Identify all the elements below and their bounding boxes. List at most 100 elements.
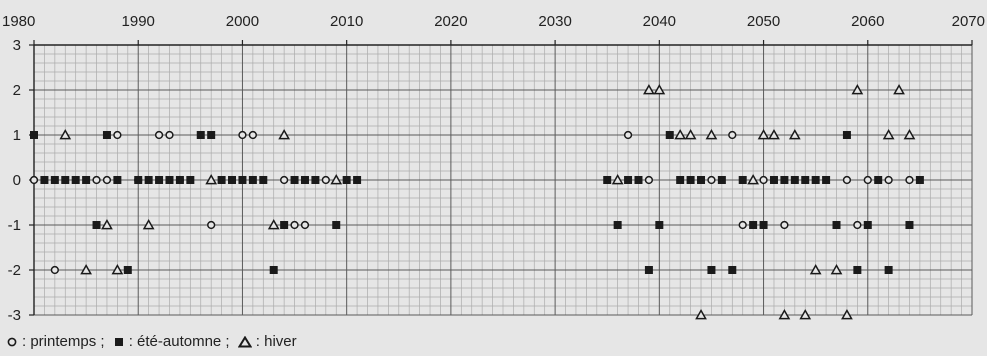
point-été-automne [769,176,778,184]
point-été-automne [144,176,153,184]
point-été-automne [300,176,309,184]
point-printemps [238,130,247,140]
point-été-automne [238,176,247,184]
point-hiver [705,128,718,140]
x-tick-labels: 1980 1990 2000 2010 2020 2030 2040 2050 2060 2070 [2,13,985,30]
point-été-automne [30,131,38,139]
point-printemps [905,175,914,185]
point-hiver [768,128,780,140]
point-été-automne [686,176,695,184]
point-été-automne [50,176,59,184]
x-tick-label: 2050 [747,13,780,30]
point-été-automne [728,266,737,274]
x-tick-label: 1990 [122,13,155,30]
point-été-automne [842,131,851,139]
point-été-automne [676,176,685,184]
point-été-automne [665,131,674,139]
point-printemps [728,130,737,140]
point-été-automne [905,221,914,229]
point-hiver [611,173,624,185]
x-tick-label: 2060 [851,13,884,30]
x-tick-label: 2040 [643,13,676,30]
circle-marker-icon [7,337,17,347]
grid [33,44,973,316]
point-hiver [80,263,92,275]
point-été-automne [790,176,799,184]
legend-item-ete-automne: : été-automne ; [109,333,234,350]
point-été-automne [311,176,320,184]
point-hiver [778,308,791,320]
point-été-automne [884,266,893,274]
point-printemps [321,175,330,185]
point-printemps [113,130,122,140]
legend-item-hiver: : hiver [234,333,297,350]
point-printemps [154,130,164,140]
data-points [29,83,924,320]
point-été-automne [113,176,122,184]
point-hiver [841,308,853,320]
point-printemps [29,175,39,185]
y-tick-label: 1 [13,127,21,144]
point-printemps [707,175,716,185]
point-été-automne [822,176,831,184]
point-printemps [644,175,654,185]
point-été-automne [269,266,278,274]
point-printemps [207,220,216,230]
point-été-automne [717,176,726,184]
point-été-automne [40,176,49,184]
x-tick-label: 2010 [330,13,363,30]
point-été-automne [102,131,111,139]
point-été-automne [123,266,132,274]
point-hiver [788,128,801,140]
point-hiver [330,173,343,185]
point-hiver [674,128,687,140]
x-tick-label: 2030 [538,13,571,30]
point-été-automne [863,221,872,229]
point-été-automne [624,176,633,184]
point-été-automne [92,221,101,229]
legend-label-hiver: : hiver [255,333,297,350]
point-été-automne [196,131,205,139]
point-printemps [165,130,174,140]
point-été-automne [207,131,216,139]
point-printemps [738,220,747,230]
point-été-automne [342,176,351,184]
point-été-automne [82,176,91,184]
point-été-automne [780,176,789,184]
point-été-automne [697,176,706,184]
point-printemps [759,175,768,185]
point-été-automne [655,221,664,229]
point-hiver [851,83,864,95]
point-printemps [50,265,59,275]
point-printemps [92,175,101,185]
point-été-automne [644,266,653,274]
legend-label-printemps: : printemps ; [22,333,105,350]
point-hiver [59,128,72,140]
point-été-automne [759,221,768,229]
point-hiver [809,263,822,275]
point-hiver [142,218,155,230]
point-été-automne [61,176,70,184]
point-été-automne [248,176,257,184]
point-hiver [757,128,770,140]
legend-item-printemps: : printemps ; [6,333,109,350]
point-été-automne [634,176,643,184]
point-printemps [780,220,789,230]
point-été-automne [134,176,143,184]
point-été-automne [738,176,747,184]
point-hiver [799,308,812,320]
point-été-automne [217,176,226,184]
point-printemps [863,175,872,185]
y-tick-label: -3 [8,307,21,324]
y-tick-label: 2 [13,82,21,99]
point-printemps [102,175,112,185]
point-été-automne [853,266,862,274]
point-hiver [695,308,707,320]
point-été-automne [175,176,184,184]
x-tick-label: 1980 [2,13,35,30]
point-été-automne [165,176,174,184]
point-hiver [278,128,291,140]
legend-label-ete-automne: : été-automne ; [128,333,230,350]
point-été-automne [228,176,237,184]
